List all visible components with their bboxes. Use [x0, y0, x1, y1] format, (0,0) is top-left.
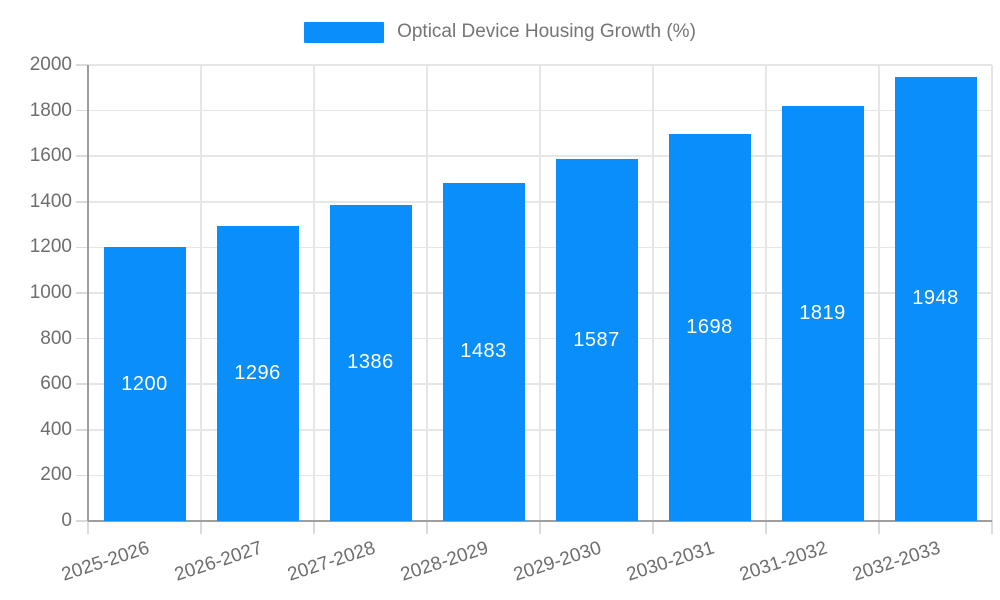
gridline-vertical	[765, 65, 767, 521]
y-axis-tick-label: 800	[40, 327, 72, 349]
y-axis-tick-label: 1600	[29, 145, 72, 167]
y-axis-tick-label: 1200	[29, 236, 72, 258]
bar[interactable]: 1483	[442, 182, 525, 521]
y-axis-tick	[76, 64, 88, 66]
y-axis-tick-label: 400	[40, 418, 72, 440]
bar[interactable]: 1386	[329, 204, 412, 521]
x-axis-tick-label: 2029-2030	[510, 537, 604, 586]
bar-value-label: 1698	[686, 315, 733, 338]
bar-value-label: 1200	[121, 372, 168, 395]
bar-value-label: 1819	[799, 302, 846, 325]
y-axis-tick	[76, 246, 88, 249]
bar[interactable]: 1948	[894, 76, 977, 521]
y-axis-tick-label: 1000	[29, 282, 72, 303]
y-axis-tick-label: 600	[40, 373, 72, 395]
x-axis-line	[88, 520, 992, 522]
x-axis-tick	[878, 521, 880, 534]
y-axis-tick	[76, 155, 88, 157]
bar-value-label: 1587	[573, 328, 620, 351]
x-axis-tick	[539, 521, 541, 534]
x-axis-tick	[200, 521, 202, 534]
x-axis-tick-label: 2025-2026	[58, 537, 152, 586]
gridline-vertical	[652, 65, 654, 521]
gridline-vertical	[878, 65, 880, 521]
x-axis-tick	[313, 521, 315, 534]
x-axis-tick	[991, 521, 993, 534]
y-axis-tick-label: 1400	[29, 190, 72, 212]
bar[interactable]: 1587	[555, 159, 638, 521]
y-axis-tick	[76, 520, 88, 522]
bar[interactable]: 1200	[103, 247, 186, 521]
x-axis-tick-label: 2028-2029	[397, 537, 491, 586]
legend[interactable]: Optical Device Housing Growth (%)	[0, 18, 1000, 46]
y-axis-tick	[76, 109, 88, 112]
y-axis-tick	[76, 337, 88, 340]
plot-area: 0 200 400 600 800 1000 1200 1400 1600 1800 2000 120…	[30, 54, 993, 586]
legend-label: Optical Device Housing Growth (%)	[397, 21, 696, 42]
gridline-vertical	[200, 65, 202, 521]
x-axis-tick	[765, 521, 767, 534]
gridline-vertical	[313, 65, 315, 521]
y-axis-tick	[76, 201, 88, 203]
x-axis-tick-label: 2027-2028	[284, 537, 378, 586]
x-axis-tick	[652, 521, 654, 534]
bar-value-label: 1483	[460, 340, 507, 363]
x-axis-tick-label: 2030-2031	[623, 537, 717, 586]
y-axis-tick-label: 2000	[29, 54, 72, 75]
x-axis-tick	[87, 521, 89, 534]
x-axis-tick	[426, 521, 428, 534]
y-axis-tick	[76, 292, 88, 294]
y-axis-line	[87, 65, 89, 521]
bar-value-label: 1296	[234, 361, 281, 384]
gridline-vertical	[426, 65, 428, 521]
y-axis-tick	[76, 429, 88, 431]
y-axis-tick	[76, 474, 88, 477]
bar[interactable]: 1296	[216, 225, 299, 521]
x-axis-tick-label: 2026-2027	[171, 537, 265, 586]
y-axis-tick-label: 1800	[29, 99, 72, 121]
bar-value-label: 1948	[912, 287, 959, 310]
legend-swatch	[304, 21, 385, 43]
x-axis-tick-label: 2032-2033	[849, 537, 943, 586]
bar[interactable]: 1819	[781, 106, 864, 521]
gridline-vertical	[539, 65, 541, 521]
bar-value-label: 1386	[347, 351, 394, 374]
bar[interactable]: 1698	[668, 133, 751, 521]
y-axis-tick-label: 200	[40, 464, 72, 486]
y-axis-tick-label: 0	[61, 510, 72, 531]
gridline-vertical	[991, 65, 993, 521]
x-axis-tick-label: 2031-2032	[736, 537, 830, 586]
y-axis-tick	[76, 383, 88, 385]
